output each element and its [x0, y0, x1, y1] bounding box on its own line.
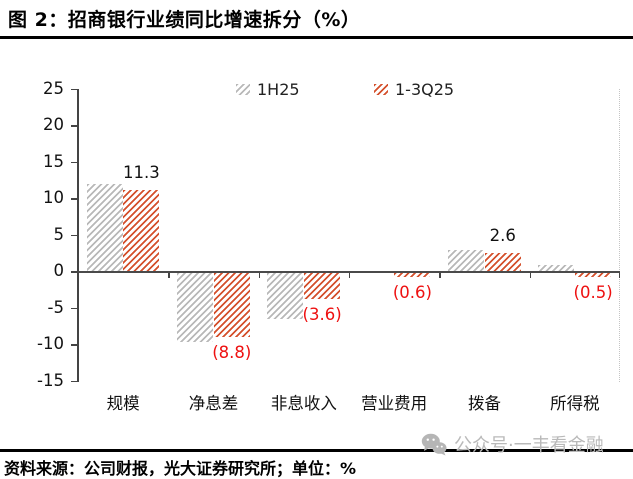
bar-1H25-净息差 — [177, 273, 213, 342]
legend-item-1-3q25: 1-3Q25 — [374, 80, 454, 99]
bar-1-3Q25-净息差 — [213, 273, 250, 338]
legend-swatch-1-3q25-icon — [374, 84, 388, 95]
y-tick-label: -10 — [37, 334, 64, 353]
x-axis-zero-line — [78, 271, 620, 273]
figure-title: 图 2：招商银行业绩同比增速拆分（%） — [8, 9, 361, 31]
title-underline — [0, 36, 633, 39]
x-tick — [439, 273, 441, 278]
watermark: 公众号·一丰看金融 — [421, 431, 604, 457]
x-category-label: 营业费用 — [361, 394, 428, 413]
y-tick-label: 15 — [43, 151, 64, 171]
y-tick — [71, 198, 78, 200]
data-label-所得税: (0.5) — [573, 282, 613, 302]
data-label-营业费用: (0.6) — [392, 283, 432, 303]
x-category-label: 非息收入 — [270, 394, 337, 413]
bar-1-3Q25-拨备 — [484, 253, 521, 272]
legend-label-1-3q25: 1-3Q25 — [395, 80, 455, 99]
y-tick-label: 5 — [53, 224, 65, 244]
bar-1H25-非息收入 — [267, 273, 304, 319]
y-tick — [71, 234, 78, 237]
wechat-icon — [421, 433, 447, 455]
y-tick-label: -15 — [37, 370, 64, 390]
data-label-拨备: 2.6 — [489, 226, 516, 246]
x-tick — [349, 273, 351, 278]
bar-1H25-所得税 — [538, 264, 575, 272]
y-tick — [71, 161, 78, 164]
legend-label-1h25: 1H25 — [257, 80, 300, 99]
y-tick — [71, 125, 78, 127]
footer-separator — [0, 449, 633, 452]
y-tick-label: -5 — [47, 297, 64, 317]
legend-item-1h25: 1H25 — [236, 80, 300, 99]
bar-1-3Q25-非息收入 — [303, 273, 340, 300]
x-tick — [618, 273, 620, 278]
x-category-label: 规模 — [106, 394, 140, 413]
y-tick-label: 20 — [43, 115, 64, 134]
x-tick — [168, 273, 170, 278]
legend-swatch-1h25-icon — [236, 84, 250, 95]
bar-1H25-拨备 — [448, 250, 484, 272]
bar-1H25-规模 — [86, 184, 123, 272]
bar-chart: 1H25 1-3Q25 25 20 15 10 5 0 -5 -10 -15 规模 净息差 非息收入 营… — [37, 78, 620, 413]
data-label-规模: 11.3 — [123, 162, 160, 182]
x-tick — [529, 273, 531, 278]
bar-1-3Q25-规模 — [123, 189, 160, 272]
x-category-label: 所得税 — [550, 394, 600, 413]
plot-right-border — [619, 89, 620, 382]
y-tick-label: 10 — [43, 188, 64, 207]
watermark-text: 公众号·一丰看金融 — [454, 435, 604, 456]
y-tick-label: 0 — [53, 261, 65, 280]
y-tick — [71, 344, 78, 346]
bar-1-3Q25-所得税 — [574, 273, 611, 277]
y-tick — [71, 88, 78, 91]
bar-1-3Q25-营业费用 — [394, 273, 431, 278]
data-label-非息收入: (3.6) — [302, 305, 342, 325]
y-tick — [71, 307, 78, 310]
x-category-label: 净息差 — [188, 394, 239, 413]
y-tick — [71, 271, 78, 273]
x-tick — [258, 273, 260, 278]
source-note: 资料来源：公司财报，光大证券研究所；单位：% — [4, 459, 357, 478]
data-label-净息差: (8.8) — [212, 343, 252, 363]
y-tick-label: 25 — [43, 78, 64, 98]
y-tick — [71, 380, 78, 383]
x-category-label: 拨备 — [467, 394, 501, 413]
